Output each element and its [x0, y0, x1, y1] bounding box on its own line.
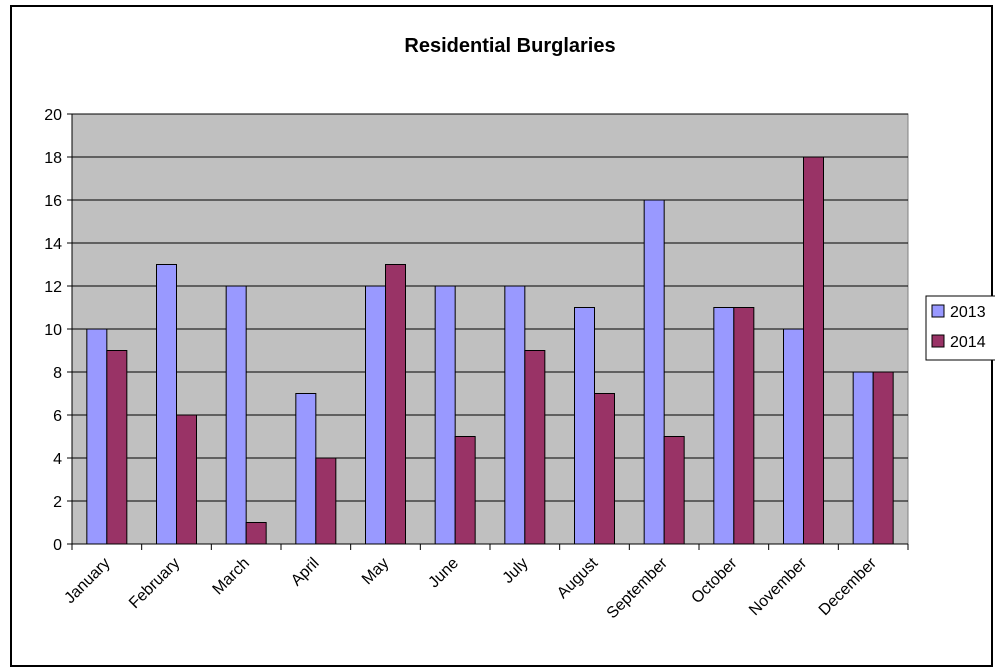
x-tick-label: March	[210, 555, 253, 598]
bar-2013-january	[86, 328, 108, 545]
bar-2014-january	[106, 350, 128, 545]
x-tick-label: May	[359, 555, 392, 588]
bar-2014-july	[524, 350, 546, 545]
bar-2014-march	[245, 522, 267, 545]
y-tick-label: 18	[44, 150, 62, 167]
y-tick-label: 2	[53, 494, 62, 511]
bar-2014-december	[872, 371, 894, 545]
bar-2013-june	[434, 285, 456, 545]
x-tick-labels: January February March April May June July Augu…	[61, 554, 880, 622]
bar-2014-october	[733, 307, 755, 545]
x-tick-label: July	[500, 555, 532, 587]
x-tick-label: August	[554, 554, 602, 602]
x-tick-label: February	[126, 555, 183, 612]
legend: 2013 2014	[925, 295, 995, 361]
y-tick-label: 0	[53, 537, 62, 554]
bar-2013-november	[783, 328, 804, 545]
bar-2013-february	[156, 264, 177, 545]
gridlines	[72, 113, 908, 502]
y-tick-label: 20	[44, 107, 62, 124]
bar-2014-june	[454, 436, 476, 545]
y-tick-label: 12	[44, 279, 62, 296]
chart-title: Residential Burglaries	[404, 35, 615, 57]
bar-2013-march	[225, 285, 247, 545]
x-tick-label: September	[604, 554, 672, 622]
axes	[67, 113, 909, 550]
y-tick-label: 14	[44, 236, 62, 253]
bar-2013-september	[643, 199, 665, 545]
bars	[86, 156, 894, 545]
x-tick-label: January	[61, 555, 113, 607]
bar-2014-may	[385, 264, 406, 545]
bar-2013-october	[713, 307, 735, 545]
bar-2014-february	[176, 414, 197, 545]
y-tick-label: 10	[44, 322, 62, 339]
y-tick-labels: 0 2 4 6 8 10 12 14 16 18 20	[44, 107, 62, 554]
bar-2013-may	[365, 285, 386, 545]
bar-2014-april	[315, 457, 337, 545]
bar-2013-december	[852, 371, 874, 545]
y-tick-label: 6	[53, 408, 62, 425]
bar-2013-august	[574, 307, 595, 545]
bar-2013-july	[504, 285, 526, 545]
bar-2014-september	[663, 436, 685, 545]
x-tick-label: April	[288, 555, 323, 590]
y-tick-label: 4	[53, 451, 62, 468]
legend-label: 2013	[950, 304, 986, 321]
x-tick-label: November	[746, 554, 811, 619]
x-tick-label: June	[425, 555, 462, 592]
x-tick-label: October	[688, 554, 741, 607]
bar-2014-november	[803, 156, 824, 545]
bar-2014-august	[594, 393, 615, 545]
bar-2013-april	[295, 393, 317, 545]
legend-swatch	[931, 334, 945, 348]
legend-label: 2014	[950, 334, 986, 351]
x-tick-label: December	[816, 554, 881, 619]
y-tick-label: 8	[53, 365, 62, 382]
y-tick-label: 16	[44, 193, 62, 210]
legend-swatch	[931, 304, 945, 318]
